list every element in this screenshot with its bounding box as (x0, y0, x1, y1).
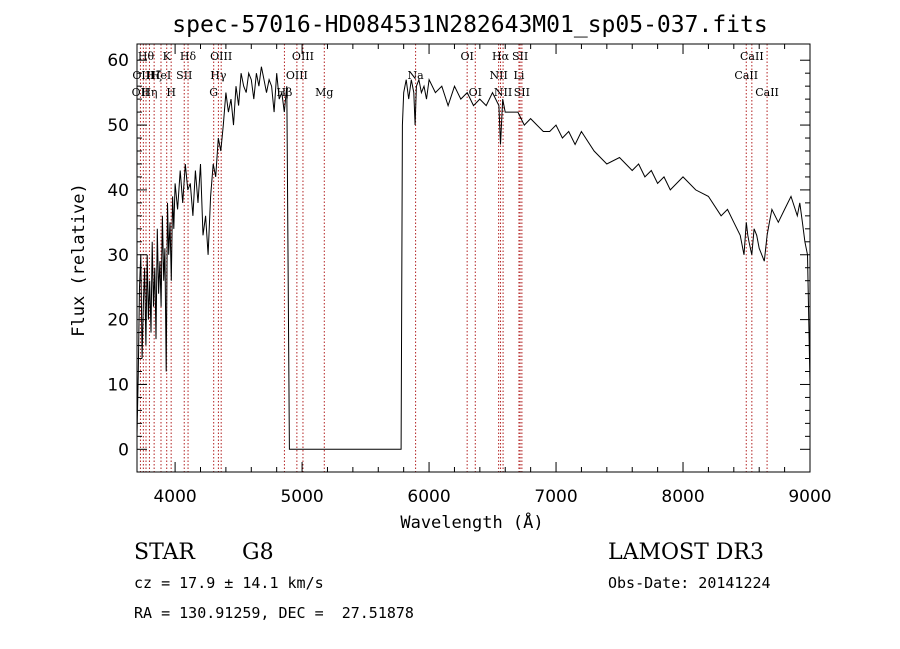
line-marker-label: Li (514, 69, 525, 82)
line-marker-label: CaII (755, 86, 779, 99)
survey-name: LAMOST DR3 (608, 540, 764, 565)
x-axis-ticks: 4000 5000 6000 7000 8000 9000 (153, 44, 832, 507)
x-tick-label: 8000 (661, 487, 704, 507)
line-marker-label: Hη (141, 86, 157, 99)
y-axis-label: Flux (relative) (69, 183, 89, 337)
observation-date: Obs-Date: 20141224 (608, 574, 771, 592)
plot-frame (136, 43, 811, 473)
line-marker-label: NII (494, 86, 512, 99)
y-tick-label: 10 (107, 375, 129, 395)
line-marker-label: SII (512, 50, 528, 63)
line-marker-label: OIII (286, 69, 308, 82)
line-marker-label: Hθ (138, 50, 155, 63)
object-class: STAR (134, 540, 195, 565)
line-marker-label: SII (176, 69, 192, 82)
line-marker-label: OI (469, 86, 482, 99)
line-marker-label: SII (514, 86, 530, 99)
line-marker-label: CaII (734, 69, 758, 82)
line-marker-label: OIII (292, 50, 314, 63)
line-marker-label: Mg (315, 86, 333, 99)
line-marker-label: K (163, 50, 172, 63)
spectral-line-labels: OIIOIIIHθHηHζHeIKHSIIHδGHγOIIIHβOIIIOIII… (132, 50, 779, 99)
spectrum-line (136, 66, 811, 450)
y-tick-label: 40 (107, 181, 129, 201)
x-tick-label: 9000 (788, 487, 831, 507)
line-marker-label: CaII (740, 50, 764, 63)
line-marker-label: Hζ (146, 69, 162, 82)
y-tick-label: 50 (107, 116, 129, 136)
line-marker-label: Hγ (210, 69, 227, 82)
line-marker-label: NII (489, 69, 507, 82)
redshift-velocity: cz = 17.9 ± 14.1 km/s (134, 574, 324, 592)
y-tick-label: 20 (107, 311, 129, 331)
spectral-line-markers (139, 44, 768, 472)
y-axis-ticks: 0 10 20 30 40 50 60 (107, 51, 810, 460)
object-subclass: G8 (242, 540, 274, 565)
y-tick-label: 0 (118, 440, 129, 460)
line-marker-label: HeI (151, 69, 171, 82)
line-marker-label: OIII (210, 50, 232, 63)
x-axis-label: Wavelength (Å) (400, 511, 543, 533)
line-marker-label: G (209, 86, 218, 99)
chart-title: spec-57016-HD084531N282643M01_sp05-037.f… (172, 12, 767, 38)
line-marker-label: OIII (132, 69, 154, 82)
line-marker-label: OII (132, 86, 150, 99)
line-marker-label: Hδ (180, 50, 197, 63)
coordinates: RA = 130.91259, DEC = 27.51878 (134, 604, 414, 622)
y-tick-label: 60 (107, 51, 129, 71)
y-tick-label: 30 (107, 246, 129, 266)
line-marker-label: Hα (492, 50, 510, 63)
line-marker-label: OI (460, 50, 473, 63)
line-marker-label: Na (408, 69, 425, 82)
x-tick-label: 6000 (407, 487, 450, 507)
x-tick-label: 4000 (153, 487, 196, 507)
x-tick-label: 5000 (280, 487, 323, 507)
x-tick-label: 7000 (534, 487, 577, 507)
line-marker-label: H (166, 86, 176, 99)
